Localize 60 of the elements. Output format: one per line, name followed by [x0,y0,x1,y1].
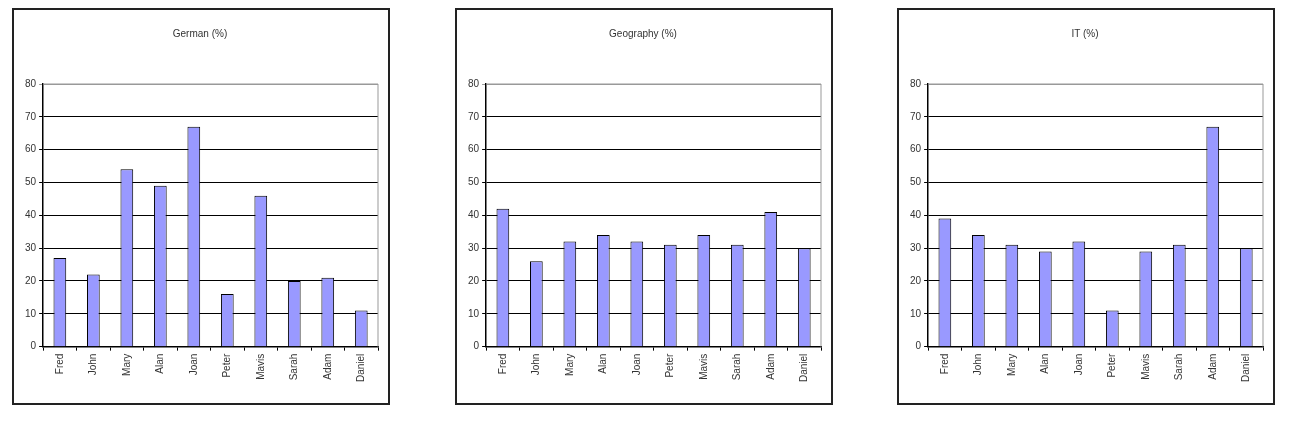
y-tick-label: 40 [25,209,37,221]
x-tick-label: John [972,353,984,376]
y-tick-label: 30 [25,241,37,253]
y-tick-label: 30 [468,241,480,253]
y-tick-label: 40 [468,209,480,221]
x-tick-label: Mary [1005,353,1017,376]
y-tick-label: 20 [25,274,37,286]
x-tick-label: Alan [597,353,609,374]
y-tick-label: 50 [910,176,922,188]
x-tick-label: Peter [1106,352,1118,378]
y-tick-label: 10 [910,307,922,319]
y-tick-label: 80 [468,77,480,89]
chart-title: German (%) [172,27,228,39]
y-tick-label: 60 [468,143,480,155]
x-tick-label: Sarah [1173,353,1185,381]
y-tick-label: 60 [25,143,37,155]
x-tick-label: Peter [664,352,676,378]
x-tick-label: John [530,353,542,376]
x-tick-label: Peter [221,352,233,378]
x-tick-label: Adam [764,353,776,380]
y-tick-label: 20 [910,274,922,286]
x-tick-label: Sarah [288,353,300,381]
y-tick-label: 0 [473,340,480,352]
x-tick-label: Alan [154,353,166,374]
y-tick-label: 50 [468,176,480,188]
x-tick-label: Mary [120,353,132,376]
x-tick-label: Joan [187,353,199,376]
x-tick-label: Daniel [355,353,367,383]
x-tick-label: John [87,353,99,376]
x-tick-label: Fred [496,353,508,375]
x-tick-label: Adam [1206,353,1218,380]
x-tick-label: Joan [1072,353,1084,376]
y-tick-label: 20 [468,274,480,286]
x-tick-label: Mavis [1139,353,1151,380]
x-tick-label: Daniel [1240,353,1252,383]
chart-title: Geography (%) [609,27,677,39]
x-tick-label: Joan [630,353,642,376]
x-tick-label: Mary [563,353,575,376]
y-tick-label: 70 [25,110,37,122]
y-tick-label: 80 [25,77,37,89]
y-tick-label: 60 [910,143,922,155]
x-tick-label: Adam [321,353,333,380]
y-tick-label: 40 [910,209,922,221]
x-tick-label: Mavis [697,353,709,380]
x-tick-label: Sarah [731,353,743,381]
x-tick-label: Daniel [798,353,810,383]
y-tick-label: 70 [468,110,480,122]
y-tick-label: 30 [910,241,922,253]
y-tick-label: 0 [915,340,922,352]
y-tick-label: 70 [910,110,922,122]
x-tick-label: Mavis [254,353,266,380]
chart-title: IT (%) [1071,27,1099,39]
x-tick-label: Fred [938,353,950,375]
x-tick-label: Fred [53,353,65,375]
y-tick-label: 80 [910,77,922,89]
y-tick-label: 50 [25,176,37,188]
y-tick-label: 10 [468,307,480,319]
y-tick-label: 0 [30,340,37,352]
y-tick-label: 10 [25,307,37,319]
x-tick-label: Alan [1039,353,1051,374]
